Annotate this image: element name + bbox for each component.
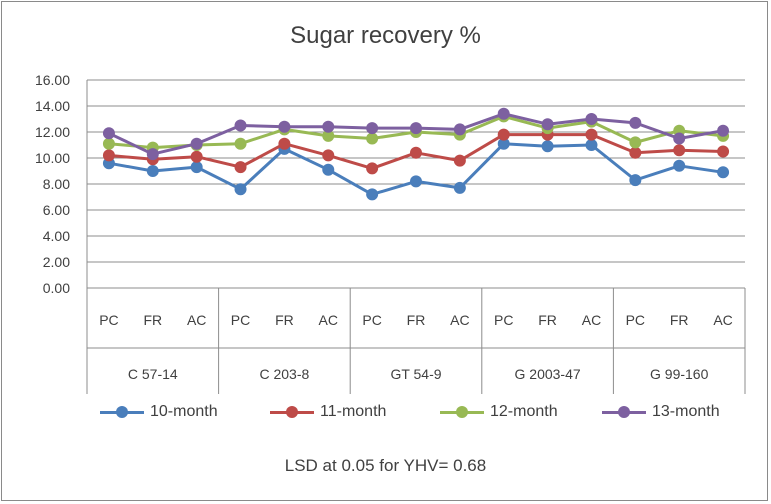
data-point — [234, 137, 247, 150]
group-label: C 203-8 — [259, 366, 309, 382]
data-point — [146, 148, 159, 161]
x-tick-label: PC — [99, 312, 118, 328]
data-point — [410, 146, 422, 159]
data-point — [673, 144, 686, 157]
data-point — [278, 137, 291, 150]
group-label: GT 54-9 — [390, 366, 441, 382]
x-tick-label: PC — [362, 312, 381, 328]
data-point — [366, 162, 379, 175]
legend-label: 13-month — [652, 403, 720, 420]
data-point — [717, 145, 730, 158]
legend-item: 10-month — [100, 402, 218, 422]
legend-label: 10-month — [150, 403, 218, 420]
data-point — [673, 132, 686, 145]
data-point — [322, 120, 335, 133]
data-point — [278, 120, 291, 133]
x-tick-label: FR — [670, 312, 689, 328]
x-tick-label: FR — [143, 312, 162, 328]
y-tick-label: 2.00 — [43, 254, 70, 270]
data-point — [541, 118, 554, 131]
data-point — [585, 113, 598, 125]
y-tick-label: 6.00 — [43, 202, 70, 218]
data-point — [497, 128, 510, 141]
legend-marker — [440, 402, 484, 422]
data-point — [717, 124, 730, 137]
y-tick-label: 14.00 — [35, 98, 70, 114]
x-tick-label: AC — [450, 312, 469, 328]
data-point — [629, 146, 642, 159]
x-tick-label: AC — [319, 312, 338, 328]
data-point — [366, 132, 379, 145]
legend-label: 12-month — [490, 403, 558, 420]
data-point — [102, 137, 115, 150]
x-tick-label: PC — [494, 312, 513, 328]
data-point — [497, 107, 510, 120]
data-point — [102, 149, 115, 162]
x-tick-label: AC — [713, 312, 732, 328]
data-point — [322, 149, 335, 162]
y-tick-label: 12.00 — [35, 124, 70, 140]
data-point — [190, 150, 203, 163]
data-point — [366, 122, 379, 135]
data-point — [322, 163, 335, 176]
x-tick-label: FR — [275, 312, 294, 328]
x-tick-label: AC — [187, 312, 206, 328]
x-tick-label: FR — [538, 312, 557, 328]
chart-legend: 10-month 11-month 12-month 13-month — [100, 402, 740, 426]
data-point — [234, 161, 247, 174]
x-tick-label: FR — [407, 312, 426, 328]
data-point — [234, 183, 247, 196]
group-label: G 2003-47 — [515, 366, 581, 382]
group-label: C 57-14 — [128, 366, 178, 382]
data-point — [190, 137, 203, 150]
data-point — [629, 136, 642, 149]
data-point — [366, 188, 379, 201]
data-point — [190, 161, 203, 174]
lsd-annotation: LSD at 0.05 for YHV= 0.68 — [284, 456, 487, 475]
legend-marker — [602, 402, 646, 422]
data-point — [453, 154, 466, 167]
data-point — [541, 140, 554, 153]
x-tick-label: PC — [231, 312, 250, 328]
legend-item: 13-month — [602, 402, 720, 422]
data-point — [585, 139, 598, 151]
data-point — [453, 181, 466, 194]
data-point — [629, 116, 642, 129]
y-tick-label: 10.00 — [35, 150, 70, 166]
legend-item: 12-month — [440, 402, 558, 422]
group-label: G 99-160 — [650, 366, 709, 382]
data-point — [410, 122, 422, 135]
data-point — [717, 166, 730, 179]
y-tick-label: 4.00 — [43, 228, 70, 244]
data-point — [410, 175, 422, 188]
y-tick-label: 8.00 — [43, 176, 70, 192]
legend-label: 11-month — [320, 403, 387, 420]
legend-item: 11-month — [270, 402, 386, 422]
data-point — [673, 159, 686, 172]
x-tick-label: AC — [582, 312, 601, 328]
chart-title: Sugar recovery % — [290, 22, 481, 49]
legend-marker — [100, 402, 144, 422]
data-point — [102, 127, 115, 140]
y-tick-label: 16.00 — [35, 72, 70, 88]
data-point — [146, 165, 159, 177]
x-tick-label: PC — [626, 312, 645, 328]
legend-marker — [270, 402, 314, 422]
data-point — [453, 123, 466, 136]
data-point — [585, 128, 598, 141]
data-point — [234, 119, 247, 132]
data-point — [629, 174, 642, 187]
y-tick-label: 0.00 — [43, 280, 70, 296]
